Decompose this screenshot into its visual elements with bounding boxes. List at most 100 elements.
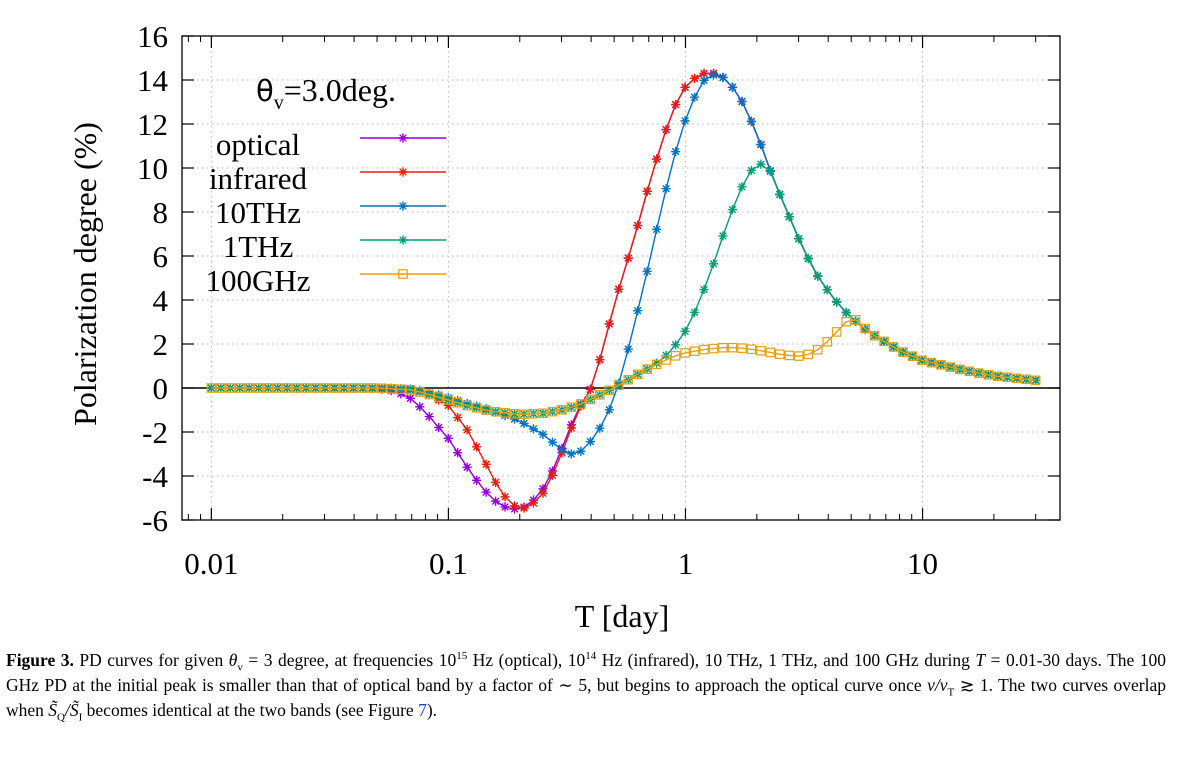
asterisk-marker <box>718 231 728 241</box>
square-marker <box>917 355 927 366</box>
asterisk-marker <box>803 253 813 264</box>
marker-asterisk <box>642 266 652 276</box>
marker-asterisk <box>784 212 794 222</box>
marker-square <box>225 383 236 393</box>
square-marker <box>775 349 785 360</box>
marker-square <box>1021 374 1031 385</box>
marker-square <box>756 345 766 356</box>
square-marker <box>443 395 454 405</box>
square-marker <box>642 364 652 374</box>
asterisk-marker <box>851 316 861 326</box>
square-marker <box>604 385 615 396</box>
marker-asterisk <box>746 116 757 126</box>
marker-asterisk <box>718 72 728 83</box>
asterisk-marker <box>405 393 415 403</box>
legend-label: infrared <box>209 161 308 196</box>
marker-square <box>519 409 529 419</box>
marker-asterisk <box>756 159 766 169</box>
marker-asterisk <box>689 73 700 84</box>
asterisk-marker <box>519 418 529 429</box>
marker-asterisk <box>737 182 747 192</box>
asterisk-marker <box>727 82 738 92</box>
marker-square <box>746 344 757 355</box>
marker-square <box>888 342 899 352</box>
marker-square <box>907 351 918 361</box>
marker-square <box>547 406 558 417</box>
square-marker <box>547 406 558 417</box>
marker-asterisk <box>803 253 813 264</box>
asterisk-marker <box>453 448 463 458</box>
marker-asterisk <box>490 477 501 488</box>
marker-square <box>490 406 501 417</box>
marker-asterisk <box>642 186 652 196</box>
axis-ticks <box>182 35 1060 521</box>
marker-square <box>462 400 472 411</box>
marker-square <box>917 355 927 366</box>
square-marker <box>358 383 368 393</box>
square-marker <box>869 330 880 341</box>
marker-asterisk <box>699 284 709 295</box>
marker-square <box>538 408 548 419</box>
asterisk-marker <box>671 147 681 157</box>
asterisk-marker <box>434 422 444 433</box>
marker-asterisk <box>661 124 671 135</box>
caption-segment: ). <box>426 700 438 720</box>
asterisk-marker <box>500 492 510 502</box>
marker-asterisk <box>737 96 747 107</box>
x-axis-label: T [day] <box>575 598 669 634</box>
marker-asterisk <box>708 259 719 269</box>
square-marker <box>225 383 236 393</box>
asterisk-marker <box>481 459 491 469</box>
asterisk-marker <box>661 184 671 194</box>
asterisk-marker <box>557 445 567 455</box>
marker-asterisk <box>604 319 614 329</box>
marker-asterisk <box>652 358 662 368</box>
marker-asterisk <box>500 502 510 512</box>
marker-square <box>301 383 311 393</box>
marker-asterisk <box>453 448 463 458</box>
marker-square <box>386 383 397 394</box>
y-axis-label: Polarization degree (%) <box>67 122 103 426</box>
marker-square <box>689 346 700 357</box>
marker-square <box>452 397 463 408</box>
marker-square <box>775 349 785 360</box>
marker-square <box>1011 373 1022 384</box>
marker-asterisk <box>472 442 482 452</box>
y-tick-label: 10 <box>137 151 168 186</box>
y-tick-label: 6 <box>153 239 169 274</box>
asterisk-marker <box>538 429 548 439</box>
asterisk-marker <box>443 433 453 443</box>
square-marker <box>519 409 529 419</box>
asterisk-marker <box>642 266 652 276</box>
caption-segment: 15 <box>456 650 468 663</box>
asterisk-marker <box>398 133 408 143</box>
square-marker <box>528 408 539 419</box>
marker-asterisk <box>851 316 861 326</box>
marker-square <box>500 407 510 418</box>
marker-square <box>651 359 662 370</box>
figure-reference-link[interactable]: 7 <box>418 700 427 720</box>
square-marker <box>282 383 292 393</box>
square-marker <box>481 405 491 415</box>
theta-value: =3.0deg. <box>284 72 396 108</box>
marker-square <box>860 323 870 334</box>
caption-segment: θ <box>228 650 238 670</box>
marker-asterisk <box>765 166 775 176</box>
asterisk-marker <box>737 182 747 192</box>
square-marker <box>509 409 520 419</box>
marker-square <box>841 316 851 327</box>
caption-segment: PD curves for given <box>73 650 229 670</box>
square-marker <box>983 370 994 380</box>
asterisk-marker <box>689 73 700 84</box>
asterisk-marker <box>652 224 662 234</box>
theta-subscript: v <box>274 92 284 114</box>
marker-square <box>433 392 444 402</box>
marker-square <box>1002 372 1013 383</box>
marker-asterisk <box>443 400 453 411</box>
y-tick-label: -4 <box>142 459 168 494</box>
marker-asterisk <box>623 253 633 263</box>
marker-asterisk <box>398 133 408 143</box>
caption-body: PD curves for given θv = 3 degree, at fr… <box>6 650 1166 723</box>
marker-square <box>263 383 273 393</box>
square-marker <box>557 405 567 415</box>
